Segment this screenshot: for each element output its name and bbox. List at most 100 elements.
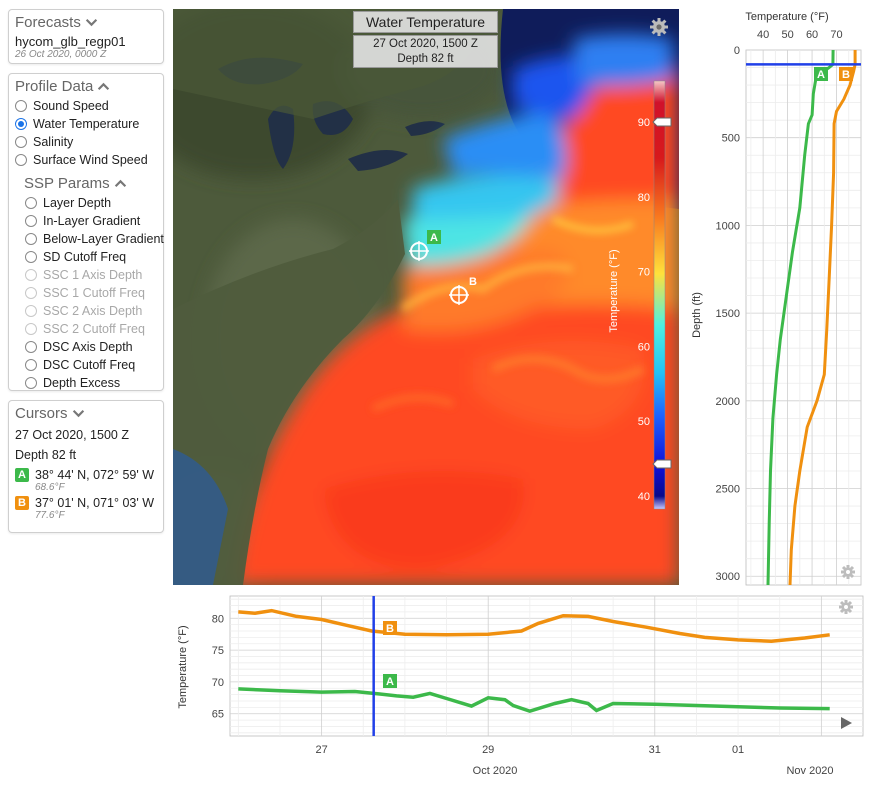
cursor-a[interactable]: A 38° 44' N, 072° 59' W 68.6°F [15,468,157,493]
forecasts-header[interactable]: Forecasts [15,14,157,31]
ssp-params-title: SSP Params [24,175,110,192]
ssp-option-label: SSC 1 Axis Depth [43,268,143,282]
ssp-option-2[interactable]: Below-Layer Gradient [25,230,164,248]
time-month-label-nov: Nov 2020 [786,765,833,777]
ssp-params-header[interactable]: SSP Params [24,175,157,192]
profile-gear-icon[interactable] [841,565,855,579]
depth-profile-chart[interactable]: Temperature (°F) Depth (ft) 40 50 60 70 0 50… [683,0,871,592]
cursors-header[interactable]: Cursors [15,405,157,422]
gulf-shelf [173,449,228,585]
profile-y-tick: 0 [734,45,740,57]
ssp-option-1[interactable]: In-Layer Gradient [25,212,157,230]
time-x-tick: 01 [732,744,744,756]
radio-button[interactable] [25,197,37,209]
radio-button[interactable] [25,215,37,227]
forecast-model[interactable]: hycom_glb_regp01 [15,34,126,49]
ssp-option-label: SSC 2 Cutoff Freq [43,322,145,336]
profile-x-tick: 70 [830,29,842,41]
radio-button [25,287,37,299]
radio-button[interactable] [25,359,37,371]
cursor-a-badge: A [15,468,29,482]
radio-button[interactable] [25,251,37,263]
profile-y-tick: 3000 [716,571,740,583]
colorbar-lower-handle[interactable] [652,459,672,469]
ssp-option-3[interactable]: SD Cutoff Freq [25,248,157,266]
profile-option-2[interactable]: Salinity [15,133,157,151]
colorbar-tick-label: 90 [638,117,650,129]
ssp-option-9[interactable]: DSC Cutoff Freq [25,356,157,374]
cursor-b-value: 77.6°F [35,510,65,521]
map-title-box: Water Temperature [353,11,498,33]
ssp-option-5: SSC 1 Cutoff Freq [25,284,157,302]
temperature-map[interactable]: A B 90 80 70 60 50 40 Temperature (°F) [173,9,679,585]
profile-y-tick: 500 [722,133,740,145]
map-gear-icon[interactable] [650,18,668,36]
profile-option-label: Sound Speed [33,99,109,113]
time-label-b: B [383,621,397,635]
time-gear-icon[interactable] [839,600,853,614]
ssp-option-label: SD Cutoff Freq [43,250,127,264]
profile-option-1[interactable]: Water Temperature [15,115,157,133]
time-series-b [238,608,830,643]
ssp-option-8[interactable]: DSC Axis Depth [25,338,157,356]
map-marker-b[interactable]: B [449,276,477,305]
time-series-chart[interactable]: Temperature (°F) 65 70 75 80 27 29 31 01 Oct 2… [173,590,871,787]
profile-x-tick: 40 [757,29,769,41]
colorbar-tick-label: 40 [638,491,650,503]
play-icon[interactable] [841,717,852,729]
profile-data-header[interactable]: Profile Data [15,78,157,95]
profile-y-tick: 1000 [716,220,740,232]
chevron-down-icon[interactable] [72,407,85,420]
ssp-option-label: DSC Axis Depth [43,340,133,354]
chevron-up-icon[interactable] [97,80,110,93]
svg-text:B: B [386,623,394,635]
profile-grid [745,49,862,586]
time-series-a [238,687,830,714]
cursor-a-coords: 38° 44' N, 072° 59' W [35,468,155,482]
ssp-option-label: Depth Excess [43,376,121,390]
profile-y-tick: 2500 [716,484,740,496]
radio-button[interactable] [15,118,27,130]
profile-option-3[interactable]: Surface Wind Speed [15,151,157,169]
chevron-down-icon[interactable] [85,16,98,29]
time-y-axis-title: Temperature (°F) [177,625,189,708]
map-title: Water Temperature [365,14,486,30]
ssp-option-0[interactable]: Layer Depth [25,194,157,212]
time-month-label-oct: Oct 2020 [473,765,518,777]
cursor-b[interactable]: B 37° 01' N, 071° 03' W 77.6°F [15,496,157,521]
ssp-option-10[interactable]: Depth Excess [25,374,157,392]
colorbar-upper-handle[interactable] [652,117,672,127]
time-y-tick: 65 [212,709,224,721]
map-subtitle-depth: Depth 82 ft [397,53,454,65]
colorbar[interactable]: 90 80 70 60 50 40 Temperature (°F) [608,80,672,510]
profile-option-label: Surface Wind Speed [33,153,148,167]
map-marker-b-label: B [469,276,477,288]
profile-data-title: Profile Data [15,78,94,95]
cursor-b-badge: B [15,496,29,510]
profile-x-ticks: 40 50 60 70 [757,29,843,41]
chevron-up-icon[interactable] [114,177,127,190]
forecast-run-time: 26 Oct 2020, 0000 Z [15,49,107,60]
cursors-panel: Cursors 27 Oct 2020, 1500 Z Depth 82 ft … [8,400,164,533]
profile-x-axis-title: Temperature (°F) [745,11,828,23]
radio-button[interactable] [15,100,27,112]
radio-button [25,305,37,317]
profile-x-tick: 60 [806,29,818,41]
radio-button[interactable] [15,154,27,166]
time-x-tick: 27 [315,744,327,756]
profile-option-0[interactable]: Sound Speed [15,97,157,115]
profile-label-b: B [839,67,853,81]
radio-button[interactable] [25,233,37,245]
radio-button[interactable] [15,136,27,148]
radio-button[interactable] [25,377,37,389]
cursor-b-coords: 37° 01' N, 071° 03' W [35,496,155,510]
cursor-time: 27 Oct 2020, 1500 Z [15,428,129,442]
profile-data-panel: Profile Data Sound Speed Water Temperatur… [8,73,164,391]
radio-button[interactable] [25,341,37,353]
profile-x-tick: 50 [781,29,793,41]
time-lines [238,596,830,736]
svg-text:B: B [842,69,850,81]
map-canvas[interactable]: A B 90 80 70 60 50 40 Temperature (°F) [173,9,679,585]
radio-button [25,323,37,335]
map-marker-a[interactable]: A [409,230,441,261]
